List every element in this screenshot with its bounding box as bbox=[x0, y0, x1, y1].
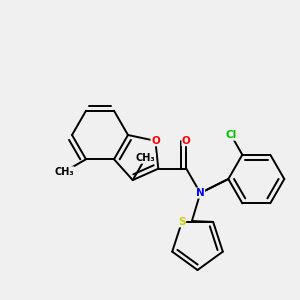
Text: CH₃: CH₃ bbox=[136, 153, 155, 163]
Text: Cl: Cl bbox=[226, 130, 237, 140]
Text: N: N bbox=[196, 188, 205, 198]
Text: S: S bbox=[178, 217, 186, 227]
Text: CH₃: CH₃ bbox=[54, 167, 74, 177]
Text: O: O bbox=[182, 136, 191, 146]
Text: O: O bbox=[151, 136, 160, 146]
